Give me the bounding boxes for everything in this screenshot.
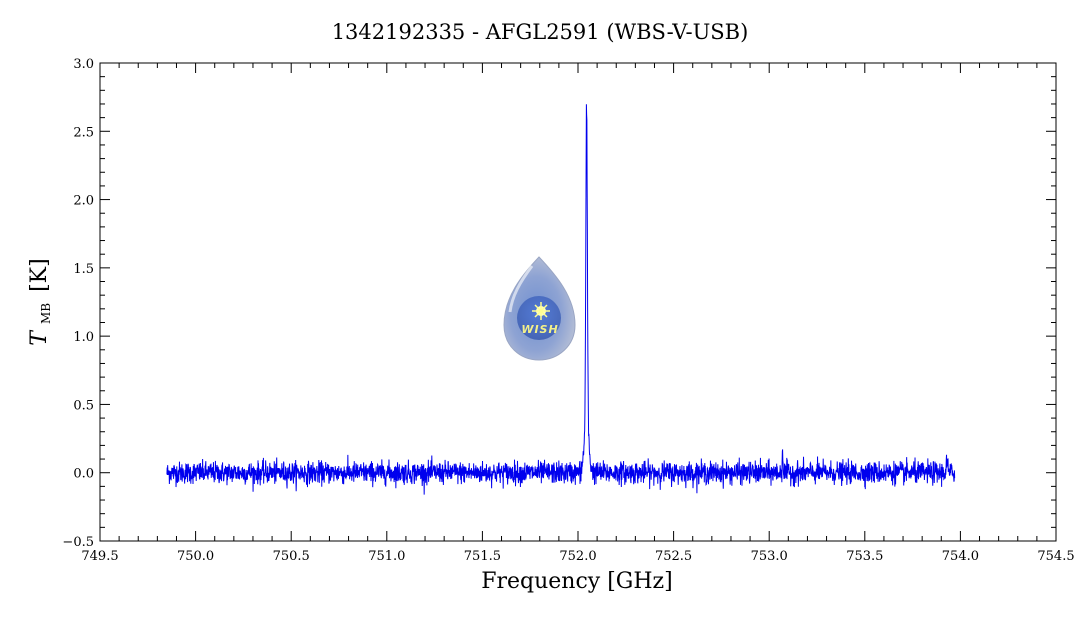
- y-tick-label: 0.0: [73, 467, 94, 482]
- x-tick-label: 754.0: [942, 549, 979, 564]
- y-axis-label: T MB [K]: [27, 258, 56, 345]
- y-axis-label-sub: MB: [39, 303, 53, 324]
- y-axis-label-main: T: [27, 329, 52, 346]
- x-tick-label: 750.0: [177, 549, 214, 564]
- spectrum-line: [166, 104, 956, 495]
- y-tick-label: −0.5: [62, 535, 94, 550]
- y-tick-label: 1.0: [73, 330, 94, 345]
- y-tick-label: 3.0: [73, 57, 94, 72]
- x-tick-label: 751.0: [368, 549, 405, 564]
- x-tick-label: 753.5: [846, 549, 883, 564]
- plot-area: [166, 104, 956, 495]
- y-axis-label-unit: [K]: [27, 258, 52, 292]
- logo-text: WISH: [521, 323, 558, 336]
- star-icon: [532, 302, 550, 320]
- y-tick-label: 0.5: [73, 398, 94, 413]
- x-tick-label: 753.0: [751, 549, 788, 564]
- wish-logo: WISH: [503, 256, 576, 361]
- y-tick-label: 2.5: [73, 125, 94, 140]
- x-tick-label: 754.5: [1037, 549, 1074, 564]
- y-tick-label: 1.5: [73, 262, 94, 277]
- x-tick-label: 752.5: [655, 549, 692, 564]
- x-tick-label: 749.5: [81, 549, 118, 564]
- x-tick-label: 752.0: [559, 549, 596, 564]
- svg-text:T MB [K]: T MB [K]: [27, 258, 56, 345]
- axis-ticks: 749.5 750.0 750.5 751.0 751.5 752.0 752.5 753.0…: [62, 57, 1074, 564]
- chart-title: 1342192335 - AFGL2591 (WBS-V-USB): [332, 20, 749, 44]
- x-axis-label: Frequency [GHz]: [481, 569, 673, 594]
- x-tick-label: 751.5: [464, 549, 501, 564]
- x-tick-label: 750.5: [273, 549, 310, 564]
- y-tick-label: 2.0: [73, 194, 94, 209]
